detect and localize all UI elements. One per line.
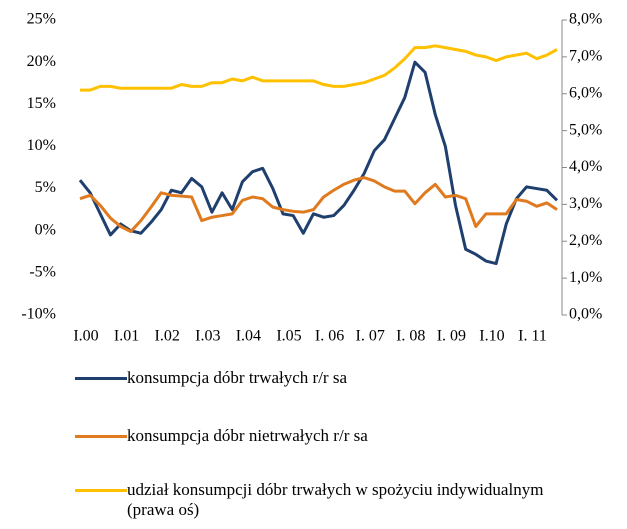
y-tick-label: 5% xyxy=(35,179,56,196)
legend-label: udział konsumpcji dóbr trwałych w spożyc… xyxy=(127,480,544,519)
line-series xyxy=(80,44,558,92)
x-tick-label: I. 09 xyxy=(437,328,466,345)
y-tick-label: 20% xyxy=(27,53,56,70)
legend-label: konsumpcja dóbr nietrwałych r/r sa xyxy=(127,426,368,445)
y2-tick-label: 5,0% xyxy=(569,121,602,138)
x-tick-label: I. 08 xyxy=(396,328,425,345)
x-tick-label: I.01 xyxy=(114,328,139,345)
line-series xyxy=(78,60,559,266)
y-tick-label: 15% xyxy=(27,95,56,112)
x-tick-label: I. 07 xyxy=(356,328,385,345)
line-series xyxy=(79,176,558,234)
legend-label: konsumpcja dóbr trwałych r/r sa xyxy=(127,368,347,387)
x-tick-label: I.02 xyxy=(155,328,180,345)
chart: -10% -5% 0% 5% 10% 15% 20% 25% 0,0% 1,0% 2,0% 3,0% 4… xyxy=(21,11,602,345)
y2-tick-label: 0,0% xyxy=(569,306,602,323)
x-tick-label: I.05 xyxy=(276,328,301,345)
y-tick-label: 25% xyxy=(27,11,56,28)
legend-swatch xyxy=(75,377,127,380)
x-tick-label: I. 06 xyxy=(315,328,344,345)
y2-tick-label: 3,0% xyxy=(569,195,602,212)
y2-tick-label: 4,0% xyxy=(569,158,602,175)
y-tick-label: -5% xyxy=(29,264,56,281)
x-tick-label: I.04 xyxy=(236,328,261,345)
y-tick-label: 0% xyxy=(35,221,56,238)
y2-tick-label: 2,0% xyxy=(569,232,602,249)
legend-swatch xyxy=(75,435,127,438)
x-tick-label: I.03 xyxy=(195,328,220,345)
y2-tick-label: 7,0% xyxy=(569,48,602,65)
y-tick-label: -10% xyxy=(21,306,56,323)
y2-tick-label: 6,0% xyxy=(569,84,602,101)
y2-tick-label: 8,0% xyxy=(569,11,602,28)
y-tick-label: 10% xyxy=(27,137,56,154)
y2-tick-label: 1,0% xyxy=(569,269,602,286)
x-tick-label: I.10 xyxy=(479,328,504,345)
legend-swatch xyxy=(75,489,127,492)
x-tick-label: I. 11 xyxy=(518,328,547,345)
x-tick-label: I.00 xyxy=(73,328,98,345)
